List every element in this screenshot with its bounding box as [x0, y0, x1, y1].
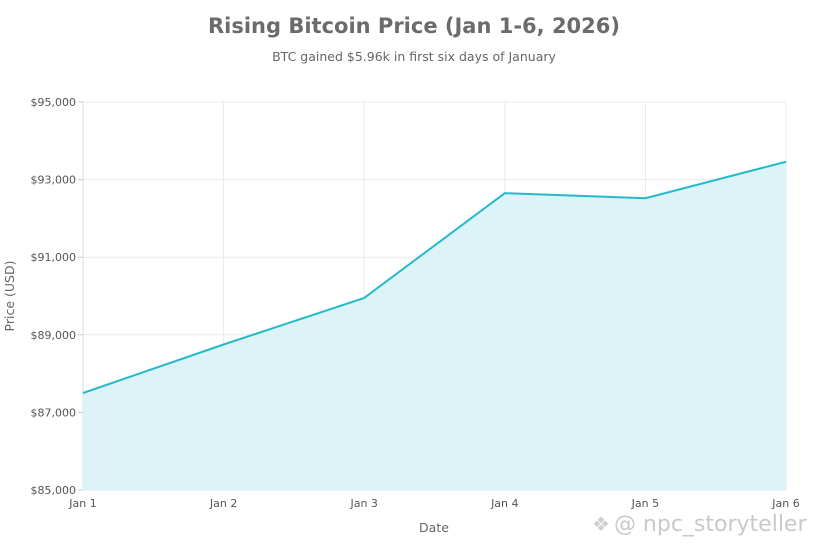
diamond-logo-icon: ❖	[592, 512, 610, 536]
x-tick-label: Jan 1	[68, 497, 96, 510]
x-tick-label: Jan 6	[771, 497, 799, 510]
x-tick-label: Jan 5	[631, 497, 659, 510]
price-line	[82, 160, 787, 394]
x-axis-ticks: Jan 1 Jan 2 Jan 3 Jan 4 Jan 5 Jan 6	[68, 497, 799, 510]
x-axis-label: Date	[419, 520, 449, 535]
x-tick-label: Jan 4	[490, 497, 518, 510]
y-tick-label: $85,000	[31, 484, 77, 497]
y-tick-label: $91,000	[31, 251, 77, 264]
x-tick-label: Jan 2	[209, 497, 237, 510]
y-tick-label: $93,000	[31, 174, 77, 187]
chart-subtitle: BTC gained $5.96k in first six days of J…	[272, 49, 556, 64]
y-tick-label: $95,000	[31, 96, 77, 109]
x-tick-label: Jan 3	[349, 497, 377, 510]
watermark-text: @ npc_storyteller	[613, 512, 807, 537]
watermark: ❖ @ npc_storyteller	[592, 512, 807, 537]
chart-title: Rising Bitcoin Price (Jan 1-6, 2026)	[207, 14, 620, 38]
y-axis-label: Price (USD)	[2, 261, 17, 332]
price-area-fill	[83, 161, 786, 490]
y-tick-label: $87,000	[31, 406, 77, 419]
y-tick-label: $89,000	[31, 329, 77, 342]
y-axis-ticks: $85,000 $87,000 $89,000 $91,000 $93,000 $95,0…	[31, 96, 83, 497]
